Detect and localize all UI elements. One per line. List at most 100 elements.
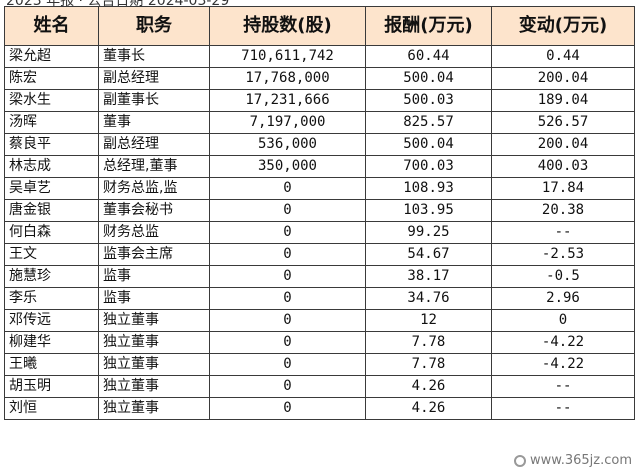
caption-partial: 2023 年报 · 公告日期 2024-03-29 (6, 0, 230, 9)
cell-position: 财务总监,监 (98, 177, 210, 200)
cell-pay: 12 (365, 309, 492, 332)
cell-change: -4.22 (491, 353, 635, 376)
cell-change: -- (491, 221, 635, 244)
cell-shares: 350,000 (209, 155, 366, 178)
cell-shares: 0 (209, 199, 366, 222)
cell-pay: 108.93 (365, 177, 492, 200)
cell-name: 吴卓艺 (4, 177, 99, 200)
cell-change: 200.04 (491, 133, 635, 156)
table-row: 林志成 总经理,董事 350,000 700.03 400.03 (4, 155, 635, 178)
cell-name: 王曦 (4, 353, 99, 376)
cell-position: 董事会秘书 (98, 199, 210, 222)
cell-pay: 825.57 (365, 111, 492, 134)
table-row: 柳建华 独立董事 0 7.78 -4.22 (4, 331, 635, 354)
cell-change: 189.04 (491, 89, 635, 112)
cell-change: 0 (491, 309, 635, 332)
cell-shares: 0 (209, 287, 366, 310)
cell-position: 独立董事 (98, 353, 210, 376)
table-body: 梁允超 董事长 710,611,742 60.44 0.44 陈宏 副总经理 17,768,0… (4, 45, 635, 420)
cell-position: 独立董事 (98, 375, 210, 398)
cell-position: 独立董事 (98, 331, 210, 354)
cell-position: 董事长 (98, 45, 210, 68)
header-position: 职务 (98, 6, 210, 46)
cell-name: 陈宏 (4, 67, 99, 90)
watermark: www.365jz.com (514, 453, 632, 468)
cell-position: 监事会主席 (98, 243, 210, 266)
cell-name: 刘恒 (4, 397, 99, 420)
table-row: 梁水生 副董事长 17,231,666 500.03 189.04 (4, 89, 635, 112)
cell-position: 监事 (98, 265, 210, 288)
cell-change: 400.03 (491, 155, 635, 178)
cell-name: 梁水生 (4, 89, 99, 112)
cell-name: 梁允超 (4, 45, 99, 68)
table-row: 刘恒 独立董事 0 4.26 -- (4, 397, 635, 420)
cell-pay: 700.03 (365, 155, 492, 178)
header-name: 姓名 (4, 6, 99, 46)
cell-name: 唐金银 (4, 199, 99, 222)
cell-shares: 0 (209, 265, 366, 288)
table-row: 梁允超 董事长 710,611,742 60.44 0.44 (4, 45, 635, 68)
cell-pay: 99.25 (365, 221, 492, 244)
cell-shares: 0 (209, 331, 366, 354)
cell-name: 林志成 (4, 155, 99, 178)
cell-pay: 4.26 (365, 397, 492, 420)
cell-position: 副董事长 (98, 89, 210, 112)
cell-position: 总经理,董事 (98, 155, 210, 178)
cell-shares: 0 (209, 375, 366, 398)
cell-name: 何白森 (4, 221, 99, 244)
cell-position: 副总经理 (98, 67, 210, 90)
cell-shares: 0 (209, 353, 366, 376)
table-row: 王曦 独立董事 0 7.78 -4.22 (4, 353, 635, 376)
cell-pay: 38.17 (365, 265, 492, 288)
cell-change: -- (491, 375, 635, 398)
cell-name: 柳建华 (4, 331, 99, 354)
executive-table: 姓名 职务 持股数(股) 报酬(万元) 变动(万元) 梁允超 董事长 710,611… (4, 6, 635, 420)
cell-change: 20.38 (491, 199, 635, 222)
cell-name: 胡玉明 (4, 375, 99, 398)
cell-shares: 0 (209, 221, 366, 244)
cell-change: -0.5 (491, 265, 635, 288)
cell-position: 董事 (98, 111, 210, 134)
cell-name: 李乐 (4, 287, 99, 310)
watermark-logo-icon (514, 454, 527, 467)
cell-shares: 710,611,742 (209, 45, 366, 68)
cell-position: 副总经理 (98, 133, 210, 156)
table-row: 何白森 财务总监 0 99.25 -- (4, 221, 635, 244)
table-row: 王文 监事会主席 0 54.67 -2.53 (4, 243, 635, 266)
cell-change: -2.53 (491, 243, 635, 266)
table-row: 唐金银 董事会秘书 0 103.95 20.38 (4, 199, 635, 222)
cell-position: 独立董事 (98, 397, 210, 420)
cell-name: 王文 (4, 243, 99, 266)
header-pay: 报酬(万元) (365, 6, 492, 46)
cell-shares: 0 (209, 397, 366, 420)
cell-position: 财务总监 (98, 221, 210, 244)
cell-pay: 7.78 (365, 331, 492, 354)
table-row: 汤晖 董事 7,197,000 825.57 526.57 (4, 111, 635, 134)
cell-pay: 4.26 (365, 375, 492, 398)
cell-shares: 0 (209, 243, 366, 266)
table-row: 李乐 监事 0 34.76 2.96 (4, 287, 635, 310)
cell-name: 汤晖 (4, 111, 99, 134)
cell-shares: 17,231,666 (209, 89, 366, 112)
cell-position: 独立董事 (98, 309, 210, 332)
cell-shares: 7,197,000 (209, 111, 366, 134)
cell-name: 施慧珍 (4, 265, 99, 288)
table-row: 邓传远 独立董事 0 12 0 (4, 309, 635, 332)
table-row: 陈宏 副总经理 17,768,000 500.04 200.04 (4, 67, 635, 90)
cell-pay: 60.44 (365, 45, 492, 68)
table-row: 施慧珍 监事 0 38.17 -0.5 (4, 265, 635, 288)
cell-change: 0.44 (491, 45, 635, 68)
cell-shares: 0 (209, 177, 366, 200)
table-header-row: 姓名 职务 持股数(股) 报酬(万元) 变动(万元) (4, 6, 635, 46)
cell-pay: 54.67 (365, 243, 492, 266)
table-row: 蔡良平 副总经理 536,000 500.04 200.04 (4, 133, 635, 156)
table-row: 胡玉明 独立董事 0 4.26 -- (4, 375, 635, 398)
header-shares: 持股数(股) (209, 6, 366, 46)
cell-shares: 536,000 (209, 133, 366, 156)
watermark-text: www.365jz.com (530, 453, 632, 468)
cell-position: 监事 (98, 287, 210, 310)
cell-shares: 17,768,000 (209, 67, 366, 90)
cell-change: 526.57 (491, 111, 635, 134)
cell-pay: 500.04 (365, 133, 492, 156)
